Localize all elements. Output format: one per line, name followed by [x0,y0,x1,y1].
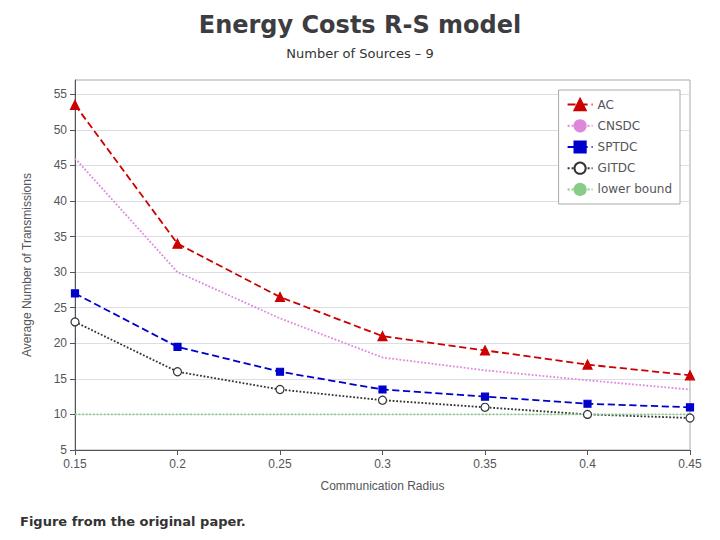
svg-text:0.45: 0.45 [678,457,702,471]
svg-text:Communication Radius: Communication Radius [320,479,444,493]
svg-text:GITDC: GITDC [598,161,636,175]
svg-text:15: 15 [54,372,68,386]
svg-text:25: 25 [54,301,68,315]
svg-text:35: 35 [54,230,68,244]
svg-text:50: 50 [54,123,68,137]
svg-text:SPTDC: SPTDC [598,140,638,154]
svg-text:0.15: 0.15 [63,457,87,471]
svg-text:0.25: 0.25 [268,457,292,471]
svg-text:20: 20 [54,336,68,350]
svg-text:30: 30 [54,265,68,279]
svg-text:Number of Sources – 9: Number of Sources – 9 [286,46,433,61]
svg-text:45: 45 [54,158,68,172]
svg-text:AC: AC [598,98,614,112]
svg-text:Figure from the original paper: Figure from the original paper. [20,514,246,529]
svg-text:CNSDC: CNSDC [598,119,641,133]
svg-text:Energy Costs R-S model: Energy Costs R-S model [199,11,522,39]
svg-text:55: 55 [54,87,68,101]
svg-text:10: 10 [54,407,68,421]
svg-text:0.3: 0.3 [374,457,391,471]
svg-text:40: 40 [54,194,68,208]
svg-text:5: 5 [60,443,67,457]
svg-text:lower bound: lower bound [598,182,672,196]
svg-text:0.4: 0.4 [579,457,596,471]
svg-text:0.35: 0.35 [473,457,497,471]
svg-text:Average Number of Transmission: Average Number of Transmissions [20,173,34,357]
svg-text:0.2: 0.2 [169,457,186,471]
